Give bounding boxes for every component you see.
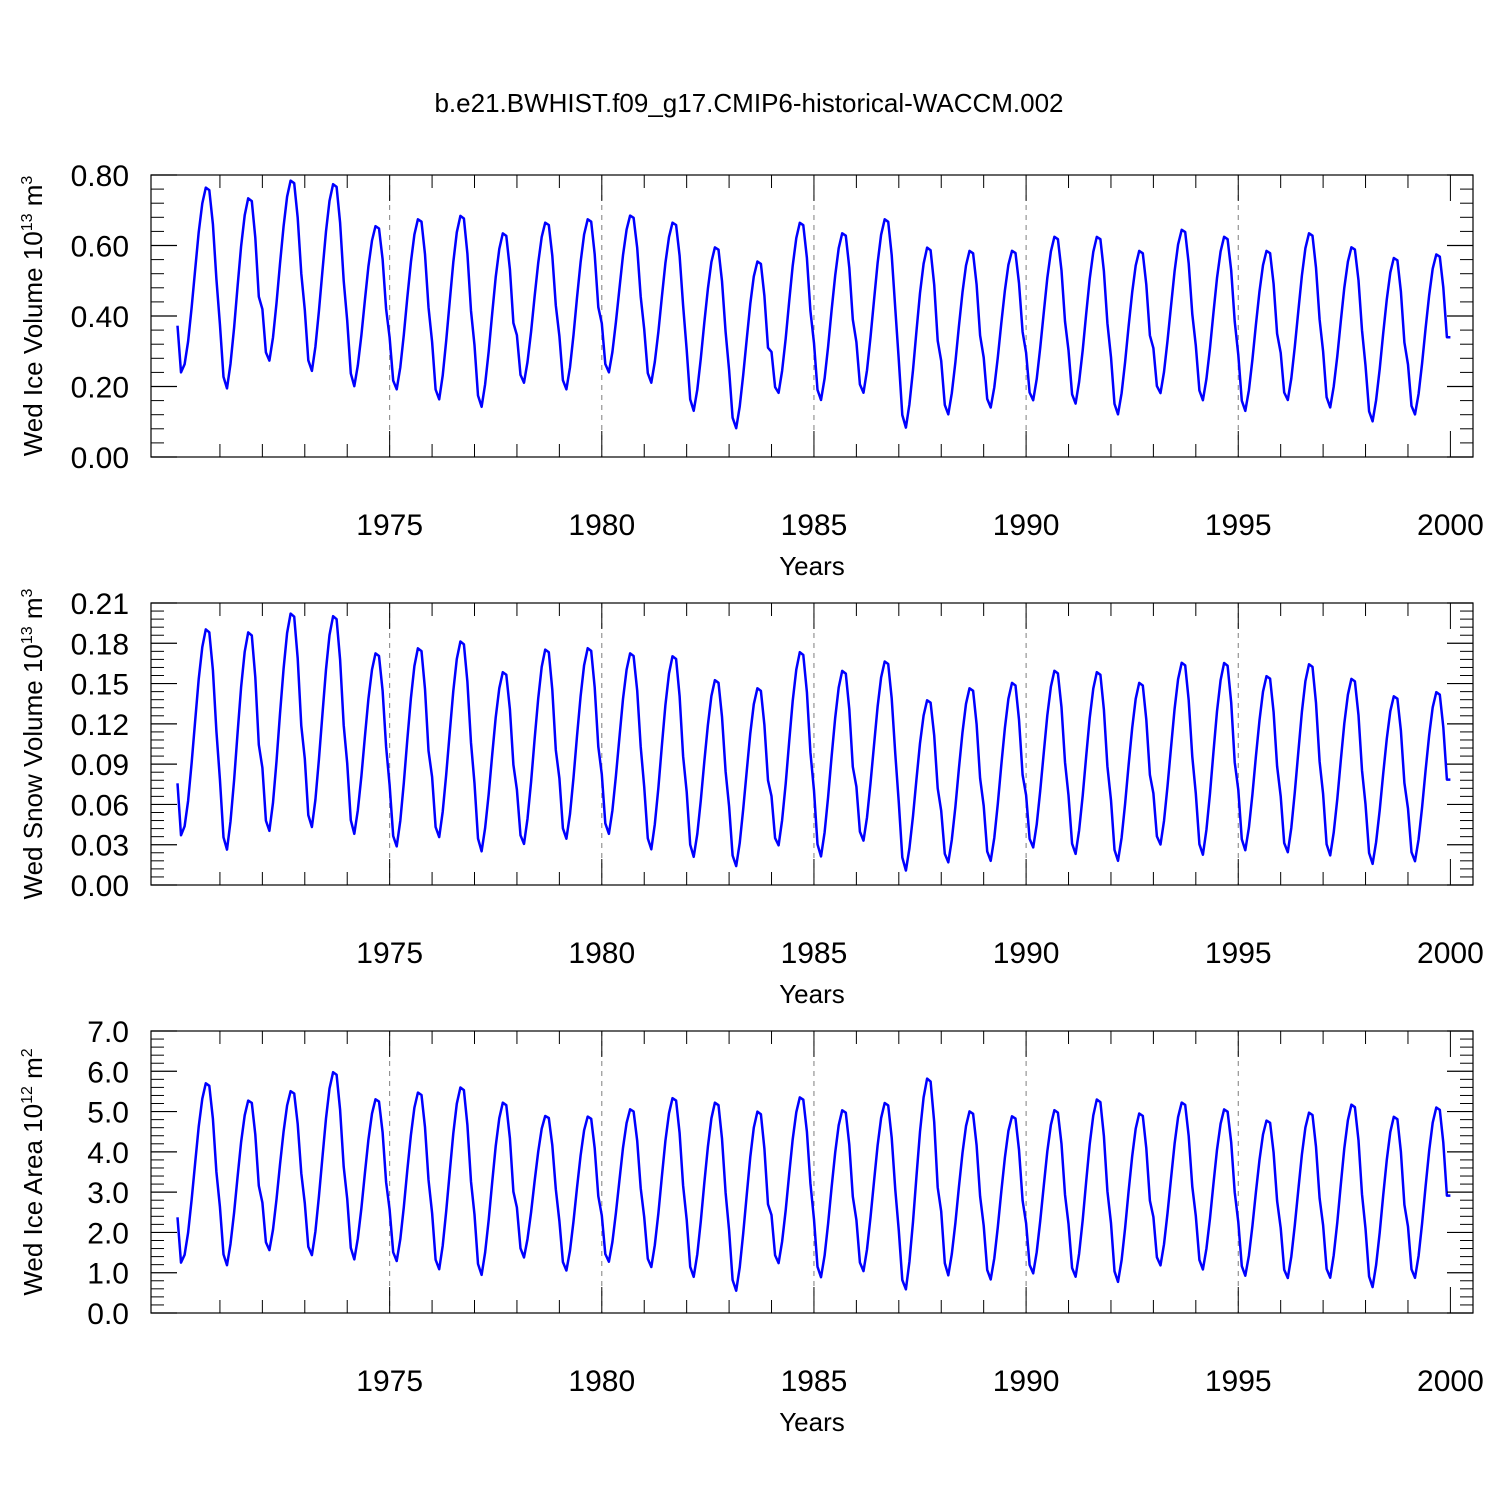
x-tick-label: 1995 — [1205, 509, 1272, 542]
x-tick-label: 2000 — [1417, 937, 1484, 970]
x-axis-label: Years — [779, 1407, 845, 1437]
panel-snow-volume: 0.00 0.03 0.06 0.09 0.12 0.15 0.18 0.21 1975 1980… — [18, 588, 1484, 1009]
x-tick-label: 1985 — [781, 937, 848, 970]
plot-frame — [150, 602, 1474, 886]
y-axis-label-text: m — [18, 597, 48, 626]
series-line — [176, 179, 1451, 430]
y-tick-label: 0.06 — [71, 789, 129, 822]
y-axis-label-exponent: 12 — [19, 1086, 36, 1104]
x-tick-label: 1995 — [1205, 1365, 1272, 1398]
x-tick-label: 1980 — [568, 509, 635, 542]
x-axis-label: Years — [779, 551, 845, 581]
x-tick-label: 2000 — [1417, 1365, 1484, 1398]
y-tick-label: 0.20 — [71, 372, 129, 405]
y-axis-label-text: Wed Snow Volume 10 — [18, 644, 48, 899]
series-line — [176, 612, 1451, 872]
y-axis-label: Wed Ice Area 1012 m2 — [18, 1048, 48, 1295]
y-tick-label: 0.12 — [71, 709, 129, 742]
x-tick-label: 1990 — [993, 509, 1060, 542]
y-axis-label-text: m — [18, 185, 48, 214]
y-axis-label: Wed Snow Volume 1013 m3 — [18, 588, 48, 899]
y-axis-label-exponent: 2 — [19, 1048, 36, 1057]
series-line — [176, 1070, 1451, 1292]
y-tick-label: 0.60 — [71, 231, 129, 264]
plot-frame — [150, 1030, 1474, 1314]
panel-ice-volume: 0.00 0.20 0.40 0.60 0.80 1975 1980 1985 1990 1995… — [18, 160, 1484, 581]
y-axis-label-exponent: 13 — [19, 626, 36, 644]
y-tick-label: 1.0 — [87, 1258, 129, 1291]
y-tick-label: 4.0 — [87, 1137, 129, 1170]
y-tick-label: 0.18 — [71, 628, 129, 661]
y-tick-label: 0.03 — [71, 830, 129, 863]
y-tick-label: 7.0 — [87, 1016, 129, 1049]
y-tick-label: 0.15 — [71, 669, 129, 702]
x-tick-label: 1975 — [356, 937, 423, 970]
x-tick-label: 1985 — [781, 509, 848, 542]
y-axis-label-exponent: 3 — [19, 588, 36, 597]
page-title: b.e21.BWHIST.f09_g17.CMIP6-historical-WA… — [434, 88, 1063, 118]
y-tick-label: 0.80 — [71, 160, 129, 193]
x-tick-label: 1990 — [993, 1365, 1060, 1398]
y-axis-label-text: Wed Ice Area 10 — [18, 1104, 48, 1296]
y-tick-label: 0.21 — [71, 588, 129, 621]
y-tick-label: 5.0 — [87, 1097, 129, 1130]
x-tick-label: 1980 — [568, 937, 635, 970]
x-tick-label: 1980 — [568, 1365, 635, 1398]
x-tick-label: 2000 — [1417, 509, 1484, 542]
panel-ice-area: 0.0 1.0 2.0 3.0 4.0 5.0 6.0 7.0 1975 1980 1985 1990… — [18, 1016, 1484, 1437]
y-axis-label: Wed Ice Volume 1013 m3 — [18, 176, 48, 457]
y-axis-label-text: m — [18, 1057, 48, 1086]
x-axis-label: Years — [779, 979, 845, 1009]
x-tick-label: 1990 — [993, 937, 1060, 970]
y-axis-label-exponent: 3 — [19, 176, 36, 185]
y-tick-label: 2.0 — [87, 1217, 129, 1250]
x-tick-label: 1995 — [1205, 937, 1272, 970]
y-axis-label-exponent: 13 — [19, 213, 36, 231]
y-tick-label: 0.0 — [87, 1298, 129, 1331]
y-tick-label: 0.00 — [71, 442, 129, 475]
y-tick-label: 0.40 — [71, 301, 129, 334]
x-tick-label: 1975 — [356, 1365, 423, 1398]
y-tick-label: 0.09 — [71, 749, 129, 782]
x-tick-label: 1975 — [356, 509, 423, 542]
y-tick-label: 0.00 — [71, 870, 129, 903]
y-axis-label-text: Wed Ice Volume 10 — [18, 231, 48, 456]
y-tick-label: 3.0 — [87, 1177, 129, 1210]
x-tick-label: 1985 — [781, 1365, 848, 1398]
y-tick-label: 6.0 — [87, 1056, 129, 1089]
